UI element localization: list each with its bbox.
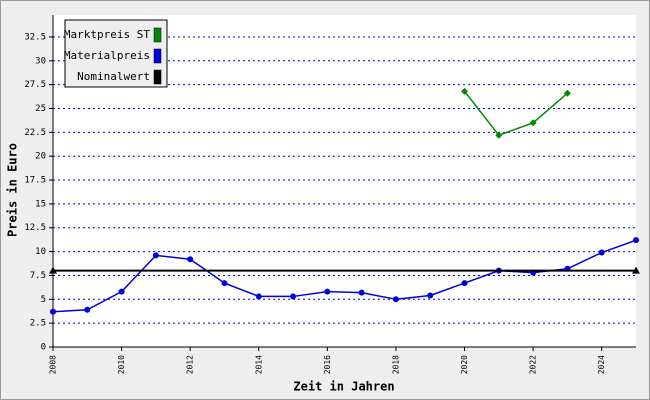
y-tick-label: 25 bbox=[35, 104, 46, 114]
point bbox=[461, 87, 469, 95]
x-tick-label: 2008 bbox=[49, 355, 58, 374]
point bbox=[427, 292, 434, 299]
legend-swatch bbox=[153, 48, 162, 64]
y-tick-label: 22.5 bbox=[24, 128, 46, 138]
x-tick-label: 2020 bbox=[460, 355, 469, 374]
point bbox=[290, 293, 297, 300]
y-tick-label: 5 bbox=[41, 295, 46, 305]
y-tick-label: 0 bbox=[41, 343, 46, 353]
point bbox=[324, 288, 331, 295]
point bbox=[221, 280, 228, 287]
point bbox=[632, 266, 640, 274]
point bbox=[255, 293, 262, 300]
point bbox=[495, 131, 503, 139]
y-tick-label: 30 bbox=[35, 56, 46, 66]
point bbox=[529, 119, 537, 127]
legend-swatch bbox=[153, 27, 162, 43]
x-tick-label: 2018 bbox=[391, 355, 400, 374]
y-tick-label: 20 bbox=[35, 152, 46, 162]
point bbox=[358, 289, 365, 296]
x-tick-label: 2024 bbox=[597, 355, 606, 374]
point bbox=[152, 252, 159, 259]
y-tick-label: 2.5 bbox=[30, 319, 46, 329]
series-line bbox=[52, 239, 637, 313]
point bbox=[633, 237, 639, 244]
y-tick-label: 12.5 bbox=[24, 223, 46, 233]
legend-box bbox=[64, 19, 168, 88]
series-line bbox=[463, 90, 568, 137]
y-tick-label: 10 bbox=[35, 247, 46, 257]
point bbox=[461, 280, 468, 287]
x-tick-label: 2012 bbox=[186, 355, 195, 374]
legend-label: Nominalwert bbox=[77, 70, 150, 83]
point bbox=[187, 256, 194, 263]
x-tick-label: 2022 bbox=[529, 355, 538, 374]
y-axis-title: Preis in Euro bbox=[6, 143, 20, 237]
legend-label: Materialpreis bbox=[64, 49, 150, 62]
x-tick-label: 2014 bbox=[254, 355, 263, 374]
point bbox=[49, 266, 57, 274]
point bbox=[598, 249, 605, 256]
point bbox=[563, 89, 571, 97]
y-tick-label: 17.5 bbox=[24, 176, 46, 186]
point bbox=[118, 288, 125, 295]
point bbox=[84, 306, 91, 313]
y-tick-label: 15 bbox=[35, 199, 46, 209]
y-tick-label: 7.5 bbox=[30, 271, 46, 281]
x-tick-label: 2010 bbox=[117, 355, 126, 374]
legend-swatch bbox=[153, 69, 162, 85]
x-tick-label: 2016 bbox=[323, 355, 332, 374]
point bbox=[50, 308, 56, 315]
x-axis-title: Zeit in Jahren bbox=[293, 380, 394, 394]
legend-label: Marktpreis ST bbox=[64, 28, 150, 41]
point bbox=[392, 296, 399, 303]
y-tick-label: 32.5 bbox=[24, 32, 46, 42]
y-tick-label: 27.5 bbox=[24, 80, 46, 90]
